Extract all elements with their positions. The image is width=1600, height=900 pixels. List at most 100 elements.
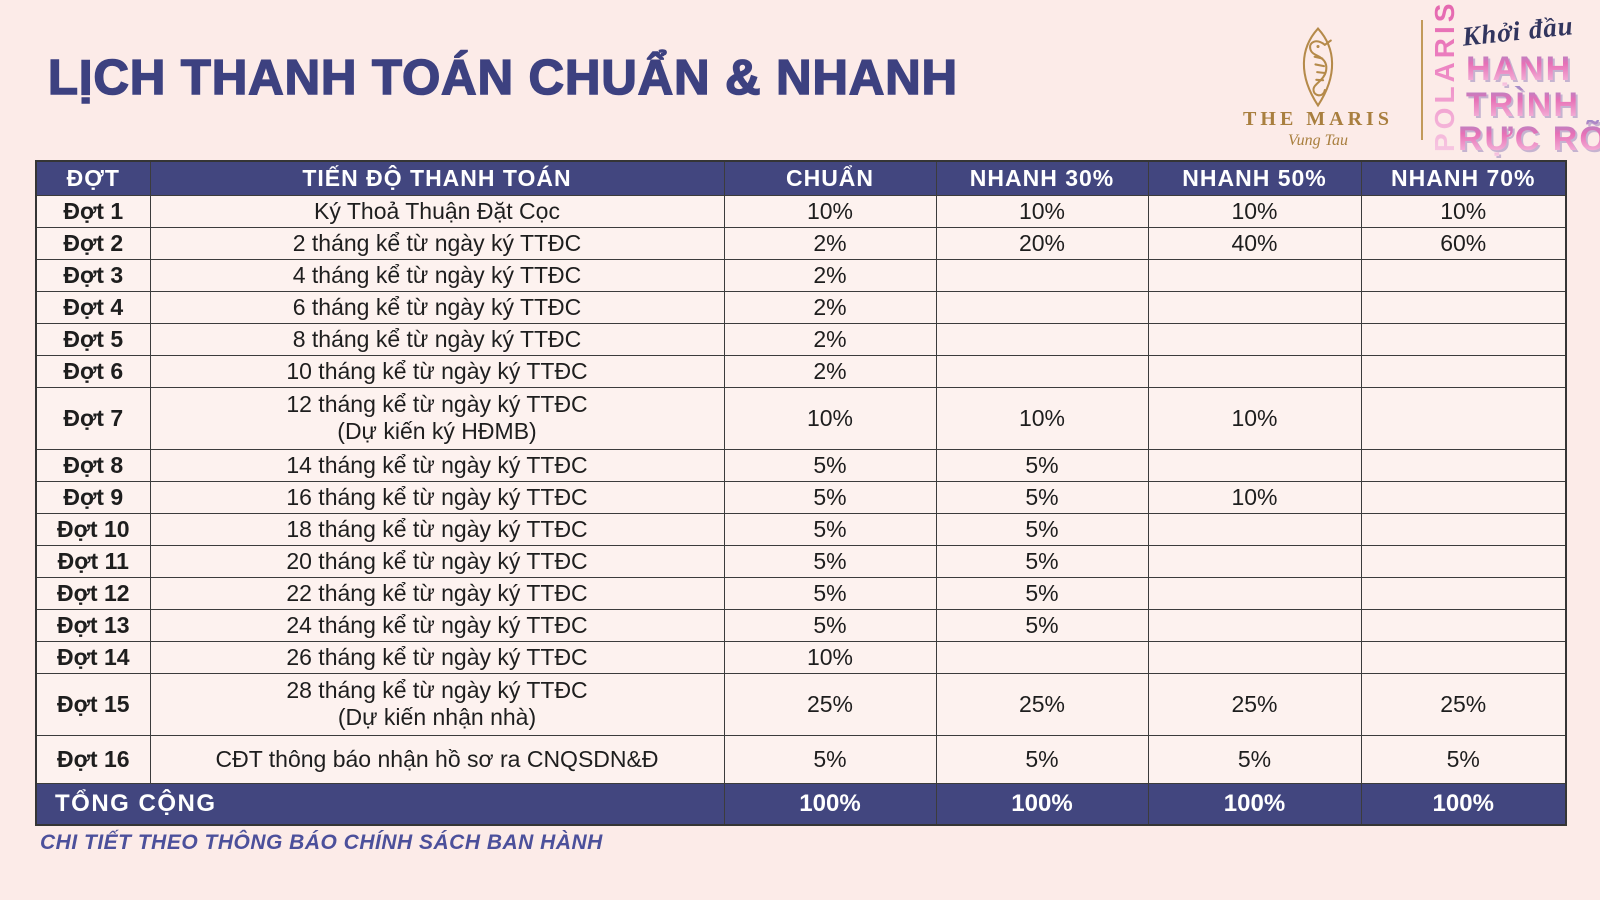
milestone-cell: 6 tháng kể từ ngày ký TTĐC [149,290,725,324]
chuan-value: 10% [723,640,937,674]
table-row: Đợt 7 12 tháng kể từ ngày ký TTĐC (Dự ki… [35,386,1567,450]
header-tiendo: TIẾN ĐỘ THANH TOÁN [149,160,725,196]
total-label: TỔNG CỘNG [35,782,725,826]
milestone-cell: 4 tháng kể từ ngày ký TTĐC [149,258,725,292]
header-nhanh30: NHANH 30% [935,160,1149,196]
chuan-value: 5% [723,608,937,642]
milestone-cell: 14 tháng kể từ ngày ký TTĐC [149,448,725,482]
table-header: ĐỢT TIẾN ĐỘ THANH TOÁN CHUẨN NHANH 30% N… [35,160,1567,196]
nhanh50-value [1147,576,1362,610]
nhanh30-value: 5% [935,608,1149,642]
installment-label: Đợt 1 [35,194,151,228]
payment-table-body: Đợt 1 Ký Thoả Thuận Đặt Cọc 10% 10% 10% … [35,194,1567,784]
milestone-text: 24 tháng kể từ ngày ký TTĐC [286,611,588,638]
table-row: Đợt 12 22 tháng kể từ ngày ký TTĐC 5% 5% [35,576,1567,610]
milestone-subtext: (Dự kiến ký HĐMB) [337,418,537,444]
nhanh50-value: 10% [1147,480,1362,514]
nhanh70-value [1360,608,1567,642]
nhanh30-value: 10% [935,194,1149,228]
installment-label: Đợt 9 [35,480,151,514]
chuan-value: 5% [723,544,937,578]
table-row: Đợt 14 26 tháng kể từ ngày ký TTĐC 10% [35,640,1567,674]
chuan-value: 5% [723,512,937,546]
milestone-cell: 26 tháng kể từ ngày ký TTĐC [149,640,725,674]
milestone-cell: CĐT thông báo nhận hồ sơ ra CNQSDN&Đ [149,734,725,784]
nhanh70-value: 60% [1360,226,1567,260]
milestone-text: 16 tháng kể từ ngày ký TTĐC [286,483,588,510]
polaris-script-text: Khởi đầu [1460,10,1575,52]
milestone-cell: 28 tháng kể từ ngày ký TTĐC (Dự kiến nhậ… [149,672,725,736]
page-title: LỊCH THANH TOÁN CHUẨN & NHANH [47,50,959,106]
table-footer: TỔNG CỘNG 100% 100% 100% 100% [35,782,1567,826]
table-row: Đợt 16 CĐT thông báo nhận hồ sơ ra CNQSD… [35,734,1567,784]
table-row: Đợt 2 2 tháng kể từ ngày ký TTĐC 2% 20% … [35,226,1567,260]
header-row: ĐỢT TIẾN ĐỘ THANH TOÁN CHUẨN NHANH 30% N… [35,160,1567,196]
table-row: Đợt 3 4 tháng kể từ ngày ký TTĐC 2% [35,258,1567,292]
nhanh50-value: 5% [1147,734,1362,784]
nhanh70-value [1360,290,1567,324]
nhanh50-value [1147,544,1362,578]
milestone-text: 18 tháng kể từ ngày ký TTĐC [286,515,588,542]
table-row: Đợt 15 28 tháng kể từ ngày ký TTĐC (Dự k… [35,672,1567,736]
milestone-cell: 10 tháng kể từ ngày ký TTĐC [149,354,725,388]
milestone-text: 26 tháng kể từ ngày ký TTĐC [286,643,588,670]
polaris-line-1: HẠNH [1466,50,1573,88]
table-row: Đợt 8 14 tháng kể từ ngày ký TTĐC 5% 5% [35,448,1567,482]
nhanh50-value [1147,258,1362,292]
milestone-cell: 22 tháng kể từ ngày ký TTĐC [149,576,725,610]
nhanh30-value: 5% [935,448,1149,482]
nhanh30-value: 10% [935,386,1149,450]
nhanh70-value [1360,386,1567,450]
chuan-value: 5% [723,734,937,784]
total-nhanh70: 100% [1360,782,1567,826]
milestone-text: CĐT thông báo nhận hồ sơ ra CNQSDN&Đ [215,745,659,772]
nhanh50-value: 25% [1147,672,1362,736]
nhanh50-value: 40% [1147,226,1362,260]
nhanh50-value [1147,448,1362,482]
installment-label: Đợt 6 [35,354,151,388]
nhanh70-value [1360,258,1567,292]
milestone-cell: 8 tháng kể từ ngày ký TTĐC [149,322,725,356]
header-nhanh70: NHANH 70% [1360,160,1567,196]
footer-note: CHI TIẾT THEO THÔNG BÁO CHÍNH SÁCH BAN H… [40,831,603,854]
milestone-text: 6 tháng kể từ ngày ký TTĐC [292,293,582,320]
total-nhanh50: 100% [1147,782,1362,826]
table-row: Đợt 10 18 tháng kể từ ngày ký TTĐC 5% 5% [35,512,1567,546]
milestone-text: 22 tháng kể từ ngày ký TTĐC [286,579,588,606]
milestone-text: Ký Thoả Thuận Đặt Cọc [314,197,560,224]
nhanh30-value [935,354,1149,388]
nhanh30-value: 25% [935,672,1149,736]
chuan-value: 2% [723,322,937,356]
table-row: Đợt 11 20 tháng kể từ ngày ký TTĐC 5% 5% [35,544,1567,578]
milestone-cell: 12 tháng kể từ ngày ký TTĐC (Dự kiến ký … [149,386,725,450]
nhanh50-value: 10% [1147,386,1362,450]
milestone-text: 12 tháng kể từ ngày ký TTĐC [286,391,588,417]
seahorse-icon [1302,27,1334,108]
milestone-text: 14 tháng kể từ ngày ký TTĐC [286,451,588,478]
milestone-text: 10 tháng kể từ ngày ký TTĐC [286,357,588,384]
chuan-value: 2% [723,226,937,260]
table-row: Đợt 4 6 tháng kể từ ngày ký TTĐC 2% [35,290,1567,324]
polaris-wordmark: POLARIS [1429,0,1460,152]
nhanh30-value [935,258,1149,292]
chuan-value: 2% [723,290,937,324]
nhanh50-value [1147,512,1362,546]
installment-label: Đợt 16 [35,734,151,784]
payment-schedule-table: ĐỢT TIẾN ĐỘ THANH TOÁN CHUẨN NHANH 30% N… [35,160,1567,826]
nhanh50-value [1147,290,1362,324]
milestone-text: 2 tháng kể từ ngày ký TTĐC [292,229,582,256]
milestone-text: 8 tháng kể từ ngày ký TTĐC [292,325,582,352]
installment-label: Đợt 5 [35,322,151,356]
milestone-cell: 24 tháng kể từ ngày ký TTĐC [149,608,725,642]
nhanh50-value [1147,322,1362,356]
installment-label: Đợt 15 [35,672,151,736]
nhanh70-value [1360,640,1567,674]
table-row: Đợt 6 10 tháng kể từ ngày ký TTĐC 2% [35,354,1567,388]
nhanh70-value [1360,448,1567,482]
nhanh70-value [1360,354,1567,388]
nhanh70-value [1360,576,1567,610]
maris-wordmark: THE MARIS [1243,108,1393,130]
header-nhanh50: NHANH 50% [1147,160,1362,196]
installment-label: Đợt 3 [35,258,151,292]
milestone-cell: 2 tháng kể từ ngày ký TTĐC [149,226,725,260]
